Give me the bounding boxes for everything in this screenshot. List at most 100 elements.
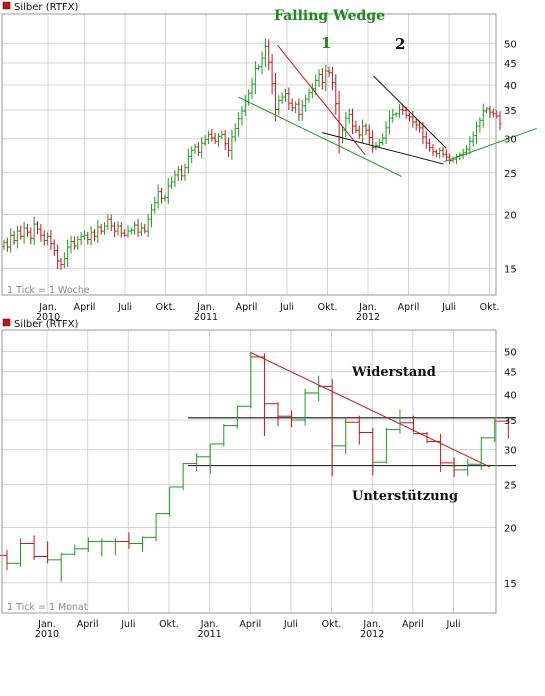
weekly-bar: [133, 221, 137, 235]
weekly-bar: [340, 126, 345, 144]
weekly-bar: [384, 121, 388, 144]
weekly-bar: [163, 194, 167, 202]
weekly-bar: [99, 224, 103, 235]
bottom-y-tick-label: 40: [504, 390, 517, 401]
weekly-bar: [293, 101, 298, 114]
weekly-bar: [223, 129, 227, 151]
weekly-bar: [190, 146, 194, 164]
weekly-bar: [9, 228, 13, 253]
weekly-bar: [200, 137, 204, 159]
weekly-bar: [176, 165, 180, 182]
weekly-bar: [247, 89, 251, 106]
weekly-bar: [196, 142, 200, 156]
weekly-bar: [39, 224, 43, 242]
top-x-tick-label: April: [236, 302, 258, 313]
top-y-tick-label: 35: [504, 106, 517, 117]
monthly-bar: [467, 437, 482, 470]
top-y-tick-label: 25: [504, 169, 517, 180]
top-x-tick-label: Jan.: [358, 302, 377, 313]
weekly-bar: [159, 188, 164, 204]
top-note: 1 Tick = 1 Woche: [7, 285, 90, 296]
weekly-bar: [448, 153, 452, 165]
weekly-bar: [414, 118, 418, 131]
top-x-year-label: 2011: [194, 312, 218, 323]
bottom-x-year-label: 2012: [360, 629, 384, 640]
weekly-bar: [481, 103, 485, 128]
weekly-bar: [52, 239, 56, 257]
weekly-bar: [260, 51, 264, 75]
weekly-bar: [210, 129, 214, 142]
top-y-tick-label: 40: [504, 81, 517, 92]
top-y-tick-label: 45: [504, 59, 517, 70]
weekly-bar: [478, 117, 482, 133]
weekly-bar: [183, 163, 187, 181]
monthly-bar: [413, 431, 428, 444]
monthly-bar: [386, 409, 401, 434]
weekly-bar: [307, 88, 311, 103]
weekly-bar: [387, 110, 392, 135]
weekly-bar: [424, 131, 428, 149]
weekly-bar: [240, 105, 244, 126]
weekly-bar: [236, 112, 241, 137]
weekly-bar: [491, 108, 495, 118]
weekly-bar: [484, 106, 489, 114]
top-y-tick-label: 30: [504, 135, 517, 146]
monthly-bar: [129, 536, 143, 553]
monthly-bar: [278, 410, 293, 428]
bottom-note: 1 Tick = 1 Monat: [7, 602, 88, 613]
weekly-bar: [488, 105, 492, 118]
bottom-grid: [2, 330, 496, 613]
top-trendline: [321, 132, 444, 165]
bottom-monthly-bars: [0, 352, 509, 582]
weekly-bar: [102, 222, 107, 235]
monthly-bar: [237, 352, 252, 409]
top-trendline: [373, 75, 447, 149]
weekly-bar: [253, 61, 257, 95]
monthly-bar: [74, 537, 89, 553]
bottom-plot-frame: [1, 329, 497, 614]
weekly-bar: [230, 129, 234, 160]
bottom-y-axis: 15 20 25 30 35 40 45 50: [504, 348, 517, 590]
weekly-bar: [116, 221, 120, 236]
weekly-bar: [86, 231, 90, 245]
weekly-bar: [327, 66, 331, 77]
weekly-bar: [461, 148, 465, 159]
weekly-bar: [123, 229, 127, 238]
weekly-bar: [374, 142, 378, 150]
weekly-bar: [364, 123, 368, 135]
weekly-bar: [2, 239, 6, 250]
wedge-label-2: 2: [395, 35, 405, 53]
weekly-bar: [45, 232, 50, 246]
bottom-x-tick-label: Juli: [120, 619, 135, 630]
weekly-bar: [72, 236, 76, 250]
weekly-bar: [441, 146, 445, 158]
top-x-tick-label: Okt.: [318, 302, 338, 313]
bottom-x-tick-label: Jan.: [200, 619, 219, 630]
weekly-bar: [213, 132, 217, 144]
support-label: Unterstützung: [352, 489, 458, 504]
weekly-bar: [112, 221, 117, 238]
top-y-tick-label: 20: [504, 211, 517, 222]
bottom-y-tick-label: 20: [504, 524, 517, 535]
weekly-bar: [206, 130, 211, 145]
monthly-bar: [359, 427, 374, 476]
weekly-bar: [143, 223, 147, 234]
weekly-bar: [233, 123, 237, 142]
top-x-tick-label: Jan.: [196, 302, 215, 313]
weekly-bar: [397, 104, 402, 118]
monthly-bar: [34, 541, 49, 564]
weekly-bar: [89, 226, 93, 246]
monthly-bar: [454, 458, 469, 477]
top-x-tick-label: Okt.: [480, 302, 500, 313]
top-trendline: [277, 44, 366, 156]
weekly-bar: [220, 130, 224, 139]
weekly-bar: [431, 144, 435, 156]
monthly-bar: [20, 535, 35, 560]
monthly-bar: [47, 552, 62, 582]
monthly-bar: [115, 532, 130, 549]
weekly-bar: [451, 156, 455, 163]
weekly-bar: [360, 119, 365, 143]
bottom-x-tick-label: April: [77, 619, 99, 630]
